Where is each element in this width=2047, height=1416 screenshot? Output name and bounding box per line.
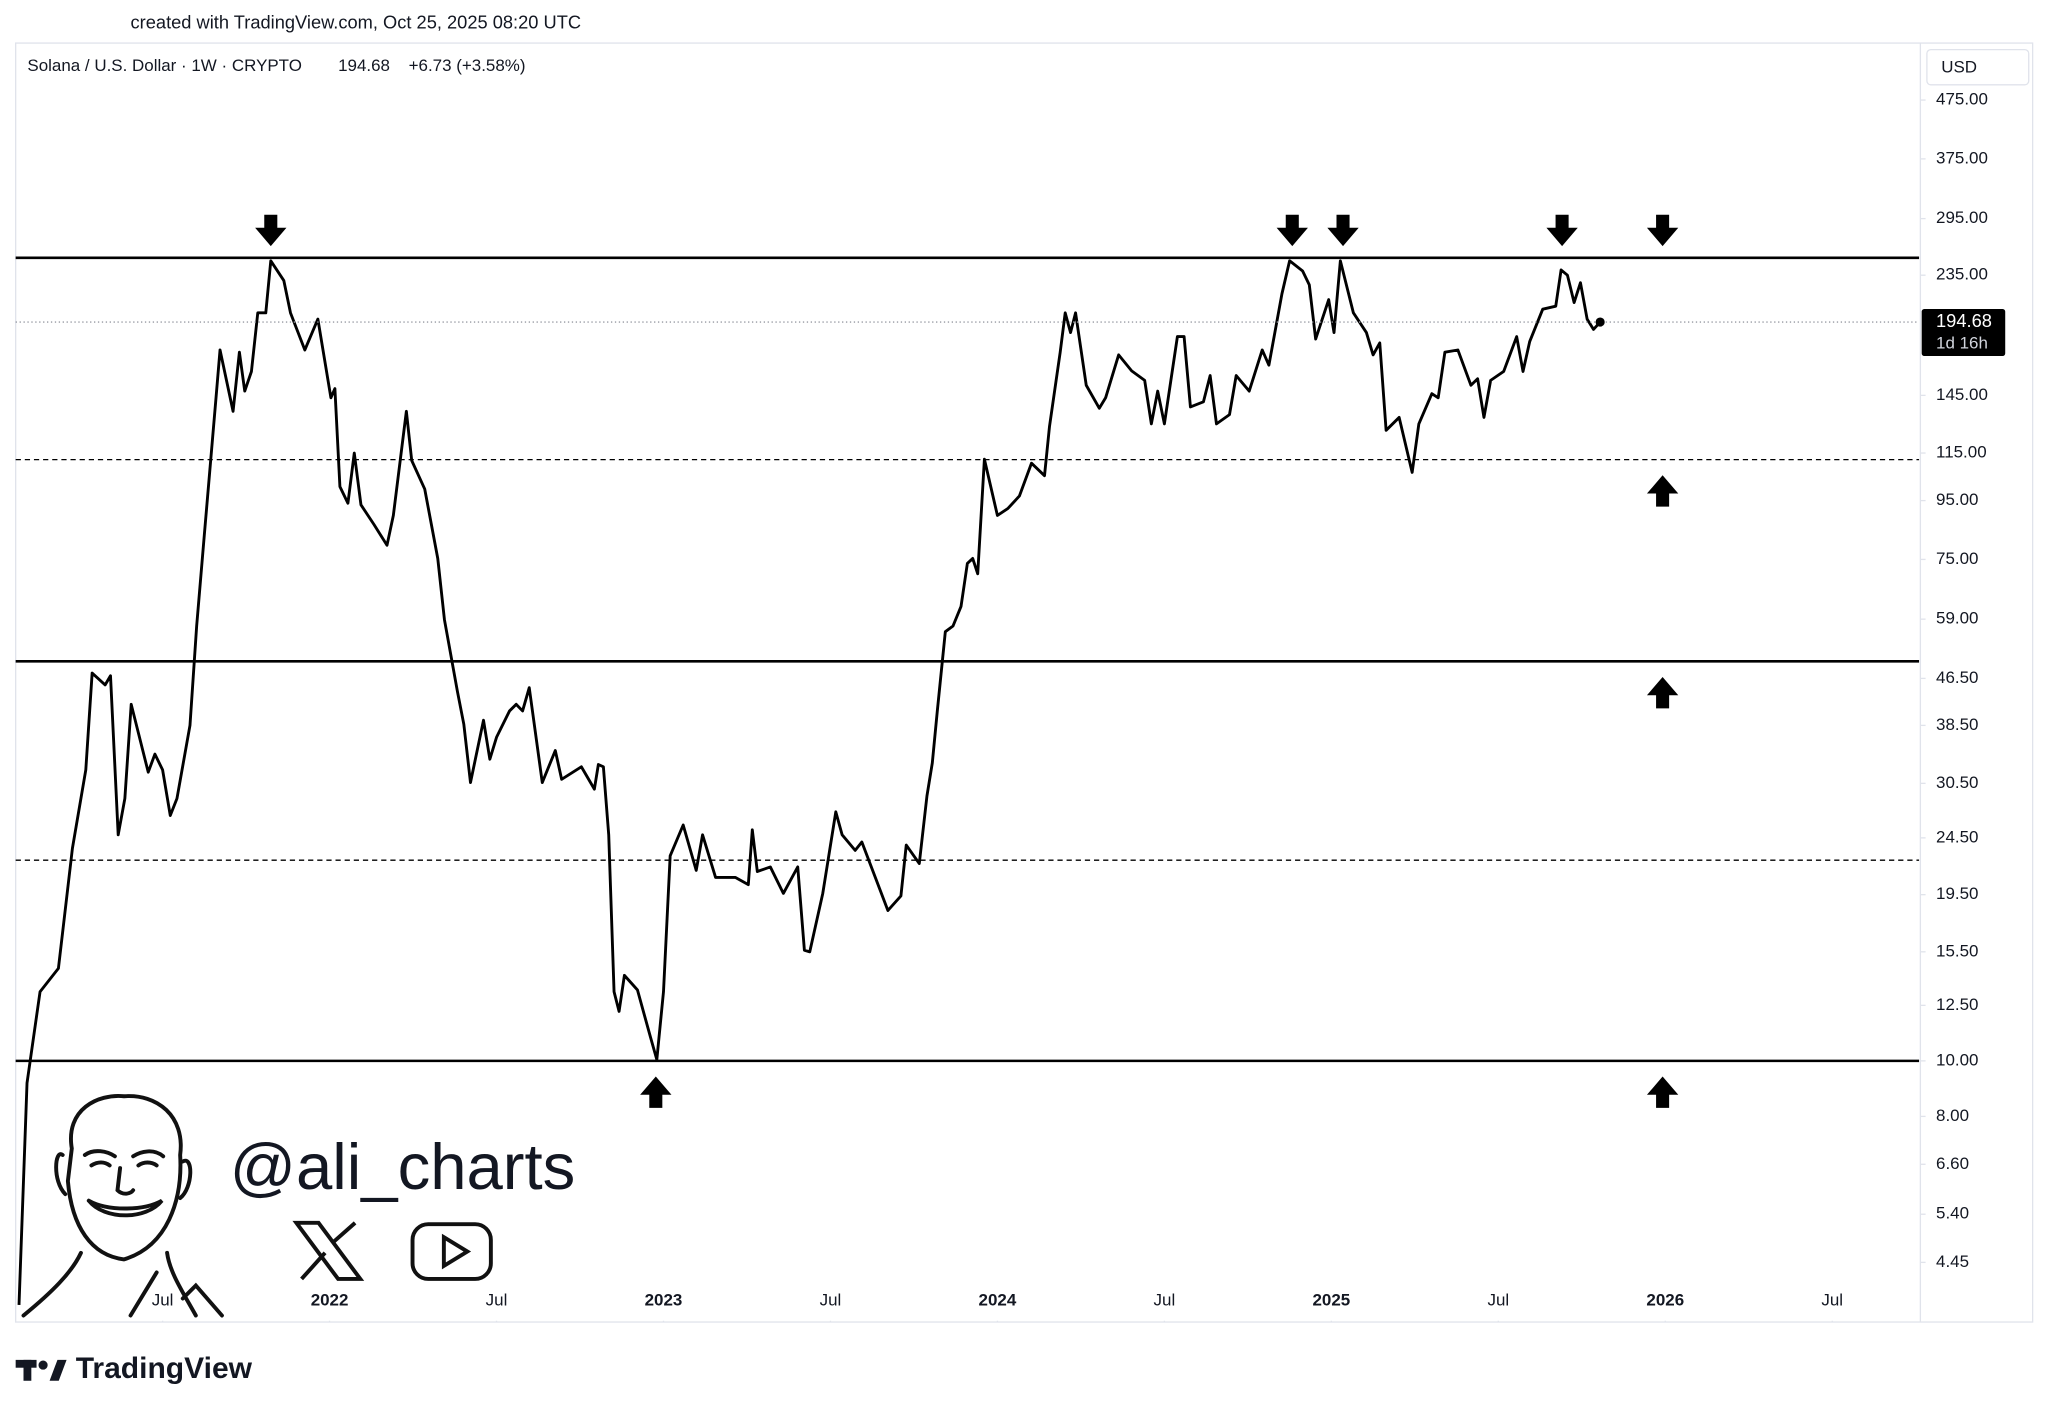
header-price: 194.68 <box>338 56 390 75</box>
y-tick-label: 15.50 <box>1936 941 1978 960</box>
y-tick-label: 235.00 <box>1936 265 1988 284</box>
price-tag-value: 194.68 <box>1936 310 1992 331</box>
y-tick-label: 95.00 <box>1936 490 1978 509</box>
brand-name: TradingView <box>76 1352 253 1385</box>
x-tick-label: 2022 <box>311 1291 349 1310</box>
arrow-down <box>1327 214 1359 247</box>
x-tick-label: Jul <box>1154 1291 1176 1310</box>
x-tick-label: Jul <box>1487 1291 1509 1310</box>
x-tick-label: 2026 <box>1646 1291 1684 1310</box>
x-tick-label: Jul <box>152 1291 174 1310</box>
x-tick-label: Jul <box>1821 1291 1843 1310</box>
y-tick-label: 30.50 <box>1936 773 1978 792</box>
y-tick-label: 59.00 <box>1936 609 1978 628</box>
arrow-down <box>255 214 287 247</box>
y-tick-label: 24.50 <box>1936 827 1978 846</box>
arrow-up <box>1646 676 1679 709</box>
arrow-down <box>1276 214 1308 247</box>
header-change: +6.73 (+3.58%) <box>409 56 526 75</box>
x-tick-label: Jul <box>820 1291 842 1310</box>
author-avatar <box>21 1094 224 1318</box>
currency-button[interactable] <box>1926 48 2030 86</box>
y-tick-label: 4.45 <box>1936 1252 1969 1271</box>
x-tick-label: 2024 <box>979 1291 1017 1310</box>
created-with-note: created with TradingView.com, Oct 25, 20… <box>131 11 582 32</box>
currency-label[interactable]: USD <box>1941 57 1977 76</box>
plot-frame <box>15 42 2034 1323</box>
y-tick-label: 6.60 <box>1936 1154 1969 1173</box>
price-tag-countdown: 1d 16h <box>1936 334 1988 353</box>
y-tick-label: 115.00 <box>1936 443 1987 462</box>
y-tick-label: 475.00 <box>1936 90 1988 109</box>
arrow-down <box>1646 214 1679 247</box>
y-tick-label: 8.00 <box>1936 1106 1969 1125</box>
arrow-down <box>1546 214 1578 247</box>
price-line <box>17 259 1602 1306</box>
arrow-up <box>1646 475 1679 507</box>
x-tick-label: 2025 <box>1312 1291 1350 1310</box>
x-tick-label: Jul <box>486 1291 508 1310</box>
y-tick-label: 375.00 <box>1936 148 1988 167</box>
y-tick-label: 19.50 <box>1936 884 1978 903</box>
arrow-up <box>1646 1076 1679 1108</box>
youtube-icon[interactable] <box>410 1222 493 1281</box>
last-price-dot <box>1595 317 1605 327</box>
y-tick-label: 145.00 <box>1936 385 1988 404</box>
y-tick-label: 38.50 <box>1936 715 1978 734</box>
y-tick-label: 12.50 <box>1936 995 1978 1014</box>
x-icon[interactable] <box>292 1220 365 1281</box>
y-tick-label: 75.00 <box>1936 549 1978 568</box>
brand-logo <box>15 1359 67 1381</box>
price-tag <box>1921 308 2006 356</box>
y-tick-label: 46.50 <box>1936 668 1978 687</box>
arrow-up <box>640 1076 672 1108</box>
x-tick-label: 2023 <box>645 1291 683 1310</box>
y-tick-label: 5.40 <box>1936 1204 1969 1223</box>
y-tick-label: 295.00 <box>1936 208 1988 227</box>
author-handle: @ali_charts <box>230 1130 576 1203</box>
y-tick-label: 10.00 <box>1936 1050 1978 1069</box>
symbol-title: Solana / U.S. Dollar · 1W · CRYPTO <box>27 56 302 75</box>
